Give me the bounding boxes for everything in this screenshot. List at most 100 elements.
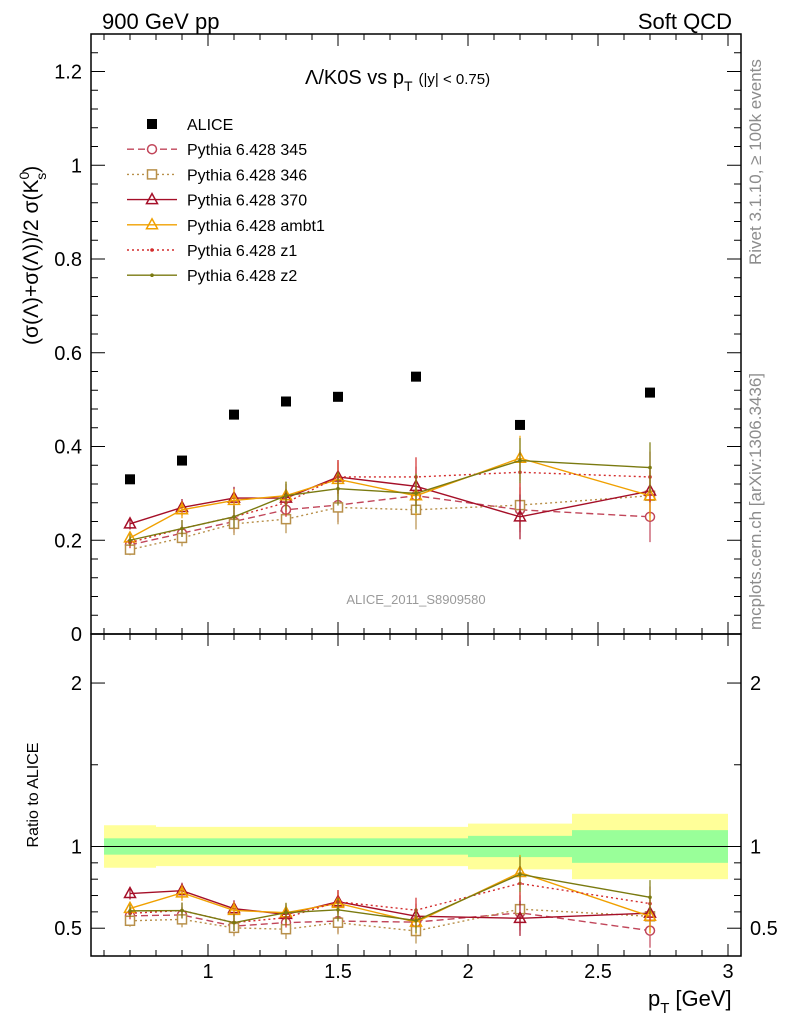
x-axis-label-sub: T <box>660 1000 669 1017</box>
alice-data-point <box>125 474 135 485</box>
ratio-panel-axis-ticks: 1 1.5 2 2.5 3 0.5 0.5 1 1 2 2 <box>54 634 778 983</box>
ratio-series-line-p345 <box>129 912 651 932</box>
ratio-point-z2 <box>518 872 522 877</box>
legend-label-p370: Pythia 6.428 370 <box>187 193 307 210</box>
y-tick-label: 0 <box>71 624 82 646</box>
y-tick-label: 0.4 <box>54 437 82 459</box>
ratio-point-z2 <box>180 908 184 913</box>
rivet-version-label: Rivet 3.1.10, ≥ 100k events <box>746 59 765 265</box>
x-axis-label-main: p <box>648 986 660 1011</box>
y-axis-label: (σ(Λ)+σ(Λ))/2 σ(K0s) <box>16 166 49 345</box>
legend-marker-ALICE <box>147 119 157 129</box>
ratio-panel-bands <box>91 813 741 880</box>
ratio-point-z2 <box>232 920 236 925</box>
ratio-panel-series <box>123 854 657 948</box>
ratio-point-p370 <box>123 885 137 899</box>
legend-marker-p346 <box>146 169 158 180</box>
y-axis-label-main: (σ(Λ)+σ(Λ))/2 σ(K <box>20 179 43 345</box>
series-line-p370 <box>129 476 651 525</box>
ratio-point-z2 <box>414 918 418 923</box>
ratio-point-p370 <box>513 910 527 924</box>
y-tick-label: 0.6 <box>54 343 82 365</box>
legend: ALICE Pythia 6.428 345 Pythia 6.428 346 Pyt… <box>127 117 325 285</box>
series-point-z2 <box>518 458 522 463</box>
legend-label-p346: Pythia 6.428 346 <box>187 167 307 184</box>
ratio-point-z2 <box>648 895 652 900</box>
legend-label-ALICE: ALICE <box>187 117 233 134</box>
ratio-y-tick-label-right: 1 <box>750 836 761 858</box>
ratio-series-line-ambt1 <box>129 871 651 923</box>
main-panel-series <box>123 435 657 556</box>
x-tick-label: 3 <box>722 961 733 983</box>
ratio-y-tick-label-right: 2 <box>750 673 761 695</box>
ratio-series-line-p346 <box>129 908 651 932</box>
header-right-label: Soft QCD <box>638 9 732 34</box>
ratio-y-tick-label: 0.5 <box>54 918 82 940</box>
ratio-point-ambt1 <box>175 885 189 898</box>
series-point-z2 <box>284 493 288 498</box>
y-tick-label: 1.2 <box>54 62 82 84</box>
series-point-p370 <box>513 509 527 522</box>
ratio-y-tick-label: 2 <box>71 673 82 695</box>
legend-marker-p370 <box>145 192 159 205</box>
legend-marker-z1 <box>150 248 154 252</box>
series-point-z2 <box>414 491 418 496</box>
alice-data-point <box>333 391 343 402</box>
series-line-p345 <box>129 495 651 546</box>
legend-label-ambt1: Pythia 6.428 ambt1 <box>187 218 325 235</box>
series-point-p370 <box>123 516 137 529</box>
series-line-p346 <box>129 495 651 551</box>
y-axis-label-end: ) <box>20 166 43 173</box>
ratio-y-axis-label: Ratio to ALICE <box>25 743 42 848</box>
alice-data-point <box>177 455 187 466</box>
alice-data-point <box>515 419 525 430</box>
ratio-point-z2 <box>128 909 132 913</box>
plot-title-subscript: T <box>404 78 413 94</box>
alice-data-point <box>645 387 655 398</box>
series-point-ambt1 <box>227 492 241 506</box>
x-tick-label: 1 <box>202 961 213 983</box>
plot-title: Λ/K0S vs pT (|y| < 0.75) <box>305 67 490 94</box>
series-point-z2 <box>128 538 132 543</box>
alice-data-point <box>229 409 239 420</box>
y-tick-label: 0.2 <box>54 530 82 552</box>
analysis-watermark: ALICE_2011_S8909580 <box>346 592 485 607</box>
y-axis-label-sub: s <box>33 173 49 180</box>
y-tick-label: 0.8 <box>54 249 82 271</box>
y-axis-label-sup: 0 <box>16 171 32 179</box>
series-point-z2 <box>232 515 236 519</box>
legend-marker-p345 <box>146 143 158 155</box>
legend-label-p345: Pythia 6.428 345 <box>187 142 307 159</box>
mcplots-label: mcplots.cern.ch [arXiv:1306.3436] <box>746 373 765 630</box>
main-panel-data-points <box>125 371 655 485</box>
legend-label-z2: Pythia 6.428 z2 <box>187 268 297 285</box>
ratio-y-tick-label: 1 <box>71 836 82 858</box>
x-axis-label: pT [GeV] <box>648 986 732 1017</box>
series-line-z1 <box>129 471 651 544</box>
header-left-label: 900 GeV pp <box>102 9 219 34</box>
alice-data-point <box>411 371 421 382</box>
plot-title-main: Λ/K0S vs p <box>305 67 404 89</box>
main-panel-axis-ticks: 0 0.2 0.4 0.6 0.8 1 1.2 <box>54 34 741 646</box>
alice-data-point <box>281 396 291 407</box>
series-line-ambt1 <box>129 457 651 539</box>
x-tick-label: 2 <box>462 961 473 983</box>
x-axis-label-unit: [GeV] <box>675 986 731 1011</box>
ratio-y-tick-label-right: 0.5 <box>750 918 778 940</box>
legend-marker-ambt1 <box>145 217 159 230</box>
x-tick-label: 2.5 <box>584 961 612 983</box>
ratio-series-line-z2 <box>129 873 651 924</box>
legend-label-z1: Pythia 6.428 z1 <box>187 243 297 260</box>
ratio-point-z2 <box>336 908 340 912</box>
legend-marker-z2 <box>150 273 154 278</box>
x-tick-label: 1.5 <box>324 961 352 983</box>
y-tick-label: 1 <box>71 155 82 177</box>
ratio-series-line-p370 <box>129 889 651 920</box>
series-line-z2 <box>129 459 651 541</box>
series-point-z2 <box>180 526 184 531</box>
series-point-ambt1 <box>175 502 189 515</box>
plot-title-cut: (|y| < 0.75) <box>419 71 491 88</box>
series-point-z2 <box>648 465 652 470</box>
series-point-z2 <box>336 486 340 491</box>
